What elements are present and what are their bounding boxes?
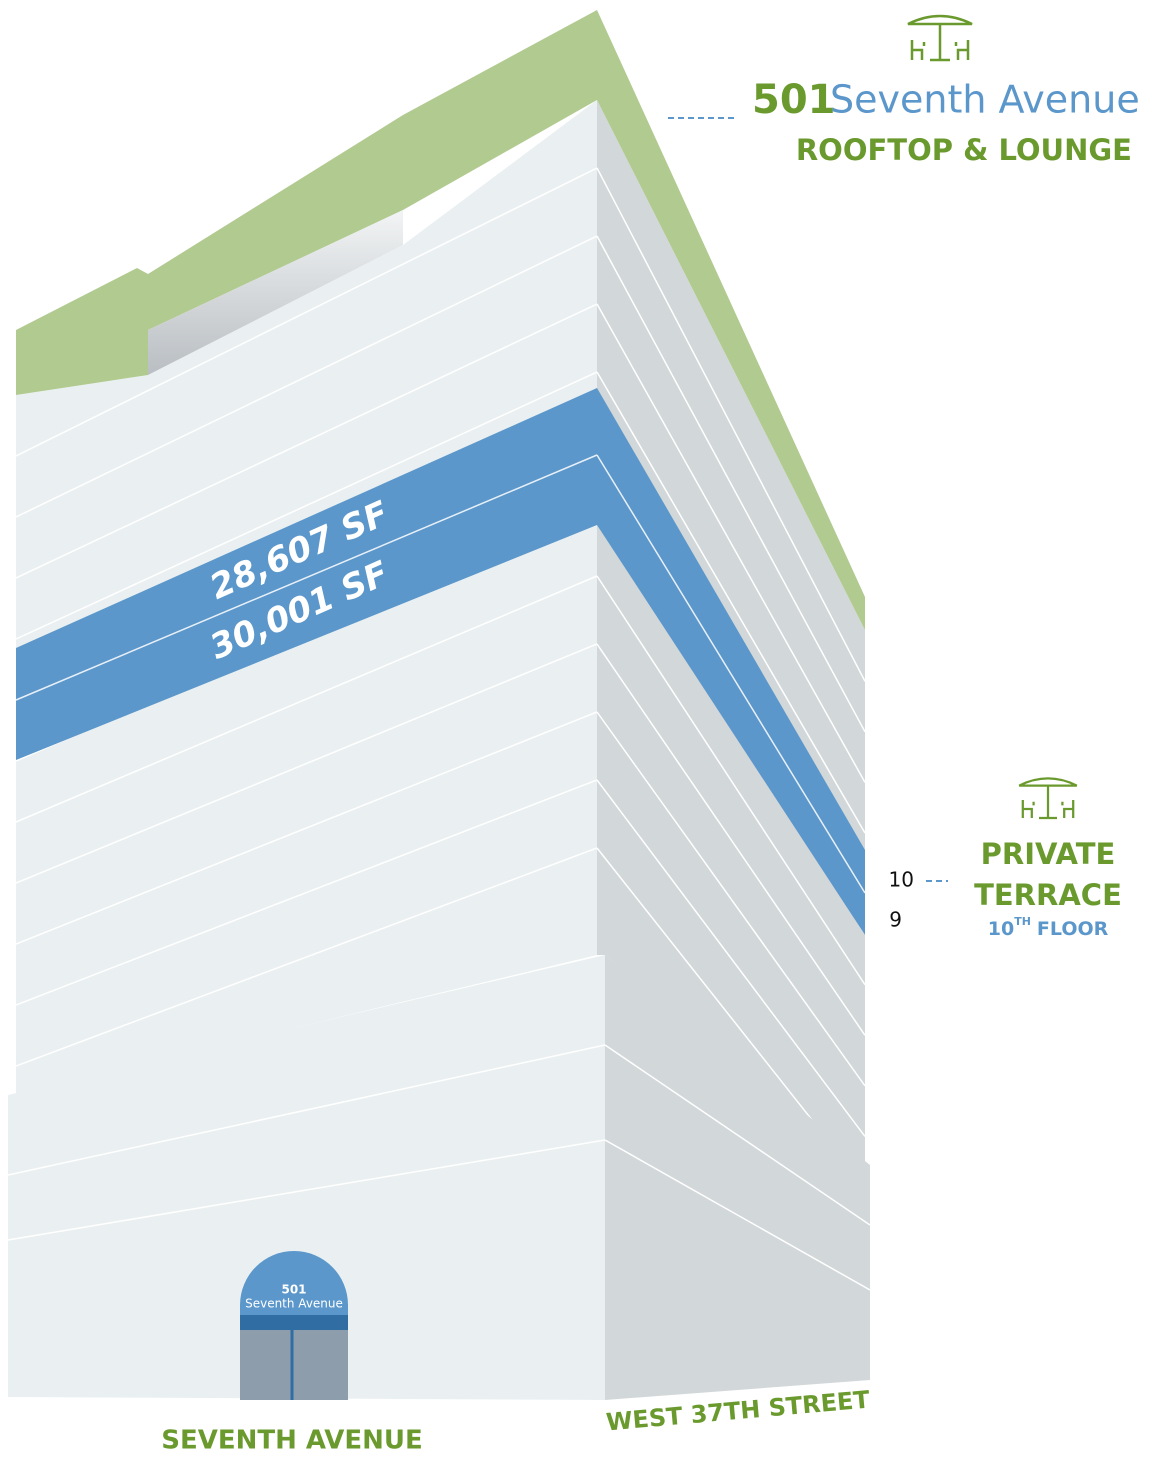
terrace-floor: 10TH FLOOR bbox=[988, 915, 1109, 940]
floor-line bbox=[16, 711, 597, 945]
roof-recess bbox=[148, 210, 403, 375]
base-lines bbox=[605, 1044, 870, 1291]
entrance-sign bbox=[240, 1251, 348, 1315]
floor-marker: 9 bbox=[889, 908, 902, 932]
floor-line bbox=[597, 235, 865, 733]
base-side bbox=[605, 955, 870, 1400]
terrace-title: TERRACE bbox=[974, 878, 1122, 912]
floor-line bbox=[597, 643, 865, 1036]
umbrella-icon bbox=[907, 14, 973, 62]
roof-side bbox=[597, 10, 865, 630]
floor-line bbox=[16, 303, 597, 579]
entrance-door bbox=[240, 1330, 348, 1400]
floor-line bbox=[16, 167, 597, 457]
floor-line bbox=[605, 1044, 870, 1226]
floor-line bbox=[16, 847, 597, 1067]
rooftop-name: Seventh Avenue bbox=[830, 78, 1140, 122]
roof-front bbox=[16, 10, 597, 395]
floor-line bbox=[8, 1139, 605, 1241]
floor-lines bbox=[16, 167, 597, 1067]
rooftop-number: 501 bbox=[752, 77, 836, 123]
highlight-side bbox=[597, 388, 865, 935]
floor-line bbox=[597, 779, 865, 1137]
base-lines bbox=[8, 1044, 605, 1241]
floor-line bbox=[16, 779, 597, 1006]
highlight-front bbox=[16, 388, 597, 760]
floor-line bbox=[597, 167, 865, 682]
floor-number: 10 bbox=[988, 918, 1014, 940]
floor-divider bbox=[596, 454, 866, 894]
umbrella-icon bbox=[1018, 777, 1078, 820]
floor-marker: 10 bbox=[889, 868, 914, 892]
floor-line bbox=[597, 303, 865, 783]
rooftop-label: ROOFTOP & LOUNGE bbox=[796, 133, 1132, 167]
floor-divider bbox=[15, 454, 598, 701]
terrace-title: PRIVATE bbox=[981, 837, 1116, 871]
floor-line bbox=[597, 575, 865, 986]
entrance-band bbox=[240, 1315, 348, 1330]
entrance-number: 501 bbox=[281, 1283, 306, 1297]
floor-suffix: TH bbox=[1014, 915, 1031, 928]
floor-line bbox=[605, 1139, 870, 1291]
entrance-name: Seventh Avenue bbox=[245, 1297, 343, 1311]
floor-line bbox=[597, 371, 865, 834]
floor-line bbox=[16, 643, 597, 884]
floor-word: FLOOR bbox=[1037, 918, 1109, 940]
street-label: SEVENTH AVENUE bbox=[161, 1426, 423, 1456]
floor-line bbox=[597, 711, 865, 1087]
floor-line bbox=[16, 575, 597, 823]
base-front bbox=[8, 955, 605, 1400]
floor-line bbox=[16, 371, 597, 640]
floor-line bbox=[8, 1044, 605, 1176]
floor-line bbox=[16, 235, 597, 518]
